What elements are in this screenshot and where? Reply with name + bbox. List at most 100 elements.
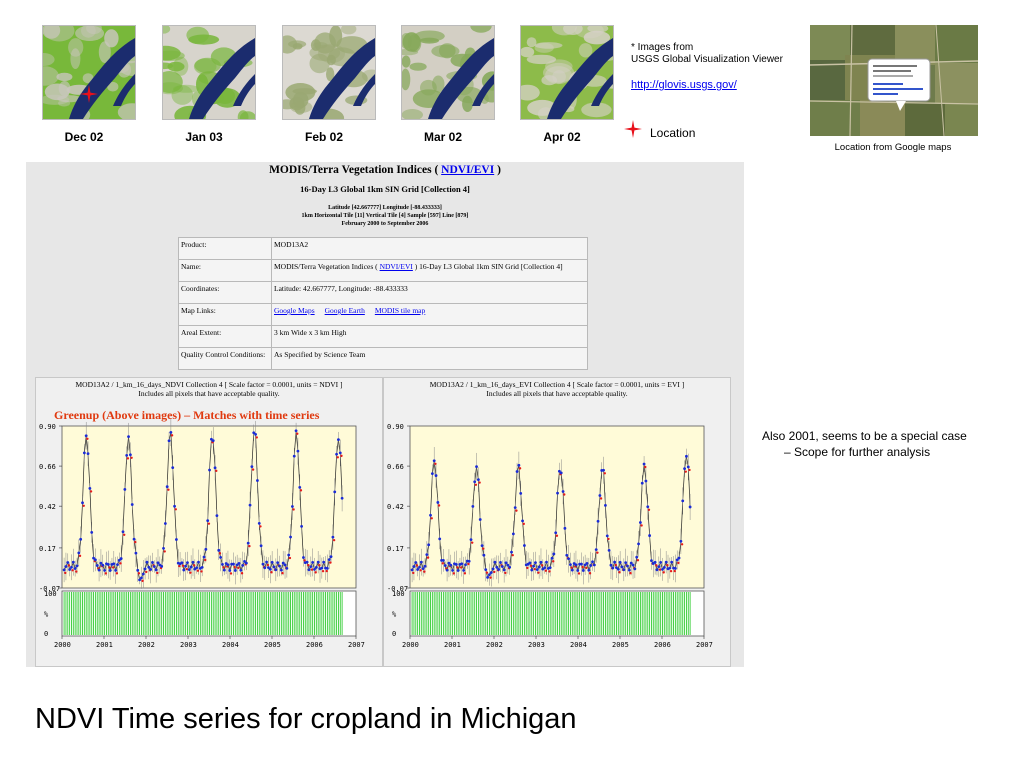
data-point — [627, 568, 631, 572]
data-point-alt — [596, 551, 599, 554]
data-point — [681, 499, 685, 503]
data-point — [506, 563, 510, 567]
data-point — [285, 566, 289, 570]
name-link[interactable]: NDVI/EVI — [379, 262, 413, 271]
x-tick-label: 2007 — [696, 641, 713, 649]
data-point — [495, 565, 499, 569]
satellite-thumbnail — [401, 25, 495, 120]
data-point-alt — [515, 509, 518, 512]
data-point-alt — [215, 469, 218, 473]
data-point — [570, 568, 574, 572]
data-point — [491, 567, 495, 571]
data-point — [313, 567, 316, 571]
data-point-alt — [67, 564, 71, 567]
data-point-alt — [607, 537, 610, 541]
modis-title-link[interactable]: NDVI/EVI — [441, 164, 495, 176]
x-tick-label: 2004 — [222, 641, 239, 649]
data-point — [101, 563, 105, 567]
data-point — [261, 562, 265, 566]
data-point — [250, 465, 254, 468]
y-tick-label: 0.42 — [39, 503, 56, 511]
data-point — [587, 568, 591, 572]
data-point — [189, 565, 193, 569]
glovis-link[interactable]: http://glovis.usgs.gov/ — [631, 79, 737, 91]
data-point — [528, 561, 532, 565]
data-point — [532, 564, 536, 568]
data-point — [167, 439, 171, 443]
data-point — [202, 555, 206, 559]
data-point — [421, 567, 425, 571]
data-point — [119, 557, 123, 560]
data-point-alt — [533, 567, 537, 571]
data-point-alt — [196, 569, 200, 572]
data-point-alt — [669, 569, 673, 573]
info-value: Google Maps Google Earth MODIS tile map — [271, 303, 588, 326]
data-point-alt — [493, 570, 496, 574]
data-point — [208, 468, 211, 472]
data-point — [576, 569, 580, 572]
data-point — [204, 547, 208, 551]
data-point — [670, 560, 674, 564]
data-point — [685, 454, 688, 458]
data-point — [300, 524, 304, 528]
data-point-alt — [434, 462, 437, 465]
map-link[interactable]: MODIS tile map — [374, 306, 426, 315]
data-point-alt — [185, 567, 189, 571]
data-point — [305, 560, 309, 564]
x-tick-label: 2007 — [348, 641, 365, 649]
data-point — [329, 555, 333, 559]
data-point-alt — [130, 456, 133, 459]
data-point — [482, 553, 486, 557]
qa-tick-label: 0 — [392, 630, 396, 638]
data-point — [108, 569, 112, 572]
data-point — [132, 537, 136, 541]
data-point — [314, 566, 318, 569]
y-tick-label: 0.66 — [39, 463, 56, 471]
data-point — [418, 565, 421, 569]
data-point-alt — [329, 561, 332, 564]
data-point — [488, 573, 491, 577]
data-point-alt — [288, 556, 292, 560]
data-point — [631, 563, 635, 567]
data-point-alt — [522, 522, 525, 526]
data-point — [596, 519, 600, 523]
data-point-alt — [259, 525, 262, 528]
data-point-alt — [599, 497, 603, 500]
data-point — [254, 433, 257, 436]
map-link[interactable]: Google Maps — [274, 306, 315, 315]
data-point — [486, 575, 489, 579]
data-point — [451, 568, 455, 572]
data-point — [320, 566, 324, 570]
data-point — [82, 451, 86, 455]
data-point — [165, 485, 169, 489]
data-point-alt — [170, 434, 174, 437]
data-point — [504, 561, 508, 565]
data-point-alt — [636, 559, 640, 562]
data-point-alt — [156, 571, 159, 575]
data-point-alt — [415, 564, 419, 567]
satellite-thumbnail — [162, 25, 256, 120]
data-point — [629, 561, 633, 565]
map-link[interactable]: Google Earth — [324, 306, 365, 315]
data-point — [259, 544, 263, 548]
data-point — [471, 504, 475, 508]
source-note-line1: * Images from — [631, 42, 694, 53]
x-tick-label: 2002 — [486, 641, 503, 649]
info-key: Quality Control Conditions: — [178, 347, 272, 370]
data-point — [86, 452, 90, 456]
data-point — [327, 558, 331, 561]
source-note-line2: USGS Global Visualization Viewer — [631, 54, 783, 65]
data-point — [637, 542, 640, 546]
data-point-alt — [292, 508, 295, 511]
evi-chart-panel: MOD13A2 / 1_km_16_days_EVI Collection 4 … — [383, 377, 731, 667]
data-point — [333, 490, 337, 494]
info-value: 3 km Wide x 3 km High — [271, 325, 588, 348]
data-point — [292, 454, 296, 458]
data-point-alt — [266, 563, 270, 567]
data-point-alt — [332, 538, 336, 542]
data-point-alt — [89, 490, 93, 493]
data-point-alt — [141, 579, 144, 583]
data-point-alt — [123, 533, 126, 536]
data-point-alt — [229, 572, 233, 575]
data-point — [537, 565, 541, 569]
